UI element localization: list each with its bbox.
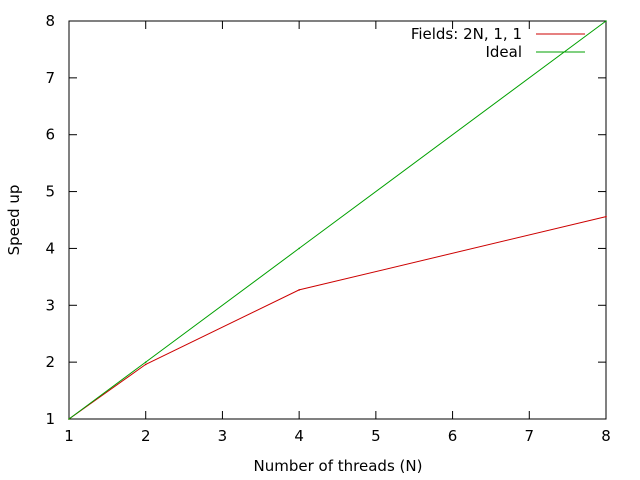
series-line-1	[68, 20, 607, 420]
series-0-point	[605, 215, 607, 218]
y-tick-label: 6	[45, 126, 55, 144]
y-tick-label: 7	[45, 69, 55, 87]
x-tick-label: 3	[218, 427, 228, 445]
y-tick-label: 4	[45, 239, 55, 257]
series-0-point	[144, 363, 147, 366]
series-lines	[68, 20, 607, 420]
series-0-point	[298, 289, 300, 291]
x-axis-label: Number of threads (N)	[254, 457, 423, 475]
series-1-point	[68, 418, 70, 420]
legend-label-1: Ideal	[485, 43, 522, 61]
legend-label-0: Fields: 2N, 1, 1	[411, 25, 522, 43]
plot-frame	[68, 20, 607, 420]
series-1-point	[298, 247, 300, 250]
x-tick-label: 2	[141, 427, 151, 445]
axis-ticks: 1 2 3 4 5 6 7 8 1 2 3 4 5 6 7 8	[45, 12, 610, 445]
x-tick-label: 4	[294, 427, 304, 445]
y-tick-label: 1	[45, 410, 55, 428]
y-tick-label: 8	[45, 12, 55, 30]
x-tick-label: 7	[525, 427, 535, 445]
series-line-0	[68, 216, 607, 420]
y-axis-label: Speed up	[5, 185, 23, 256]
x-tick-label: 5	[371, 427, 381, 445]
y-tick-label: 5	[45, 183, 55, 201]
y-tick-label: 3	[45, 296, 55, 314]
y-tick-label: 2	[45, 353, 55, 371]
x-tick-label: 1	[64, 427, 74, 445]
series-1-point	[144, 361, 147, 363]
x-tick-label: 6	[448, 427, 458, 445]
x-tick-label: 8	[601, 427, 611, 445]
series-1-point	[605, 20, 607, 22]
